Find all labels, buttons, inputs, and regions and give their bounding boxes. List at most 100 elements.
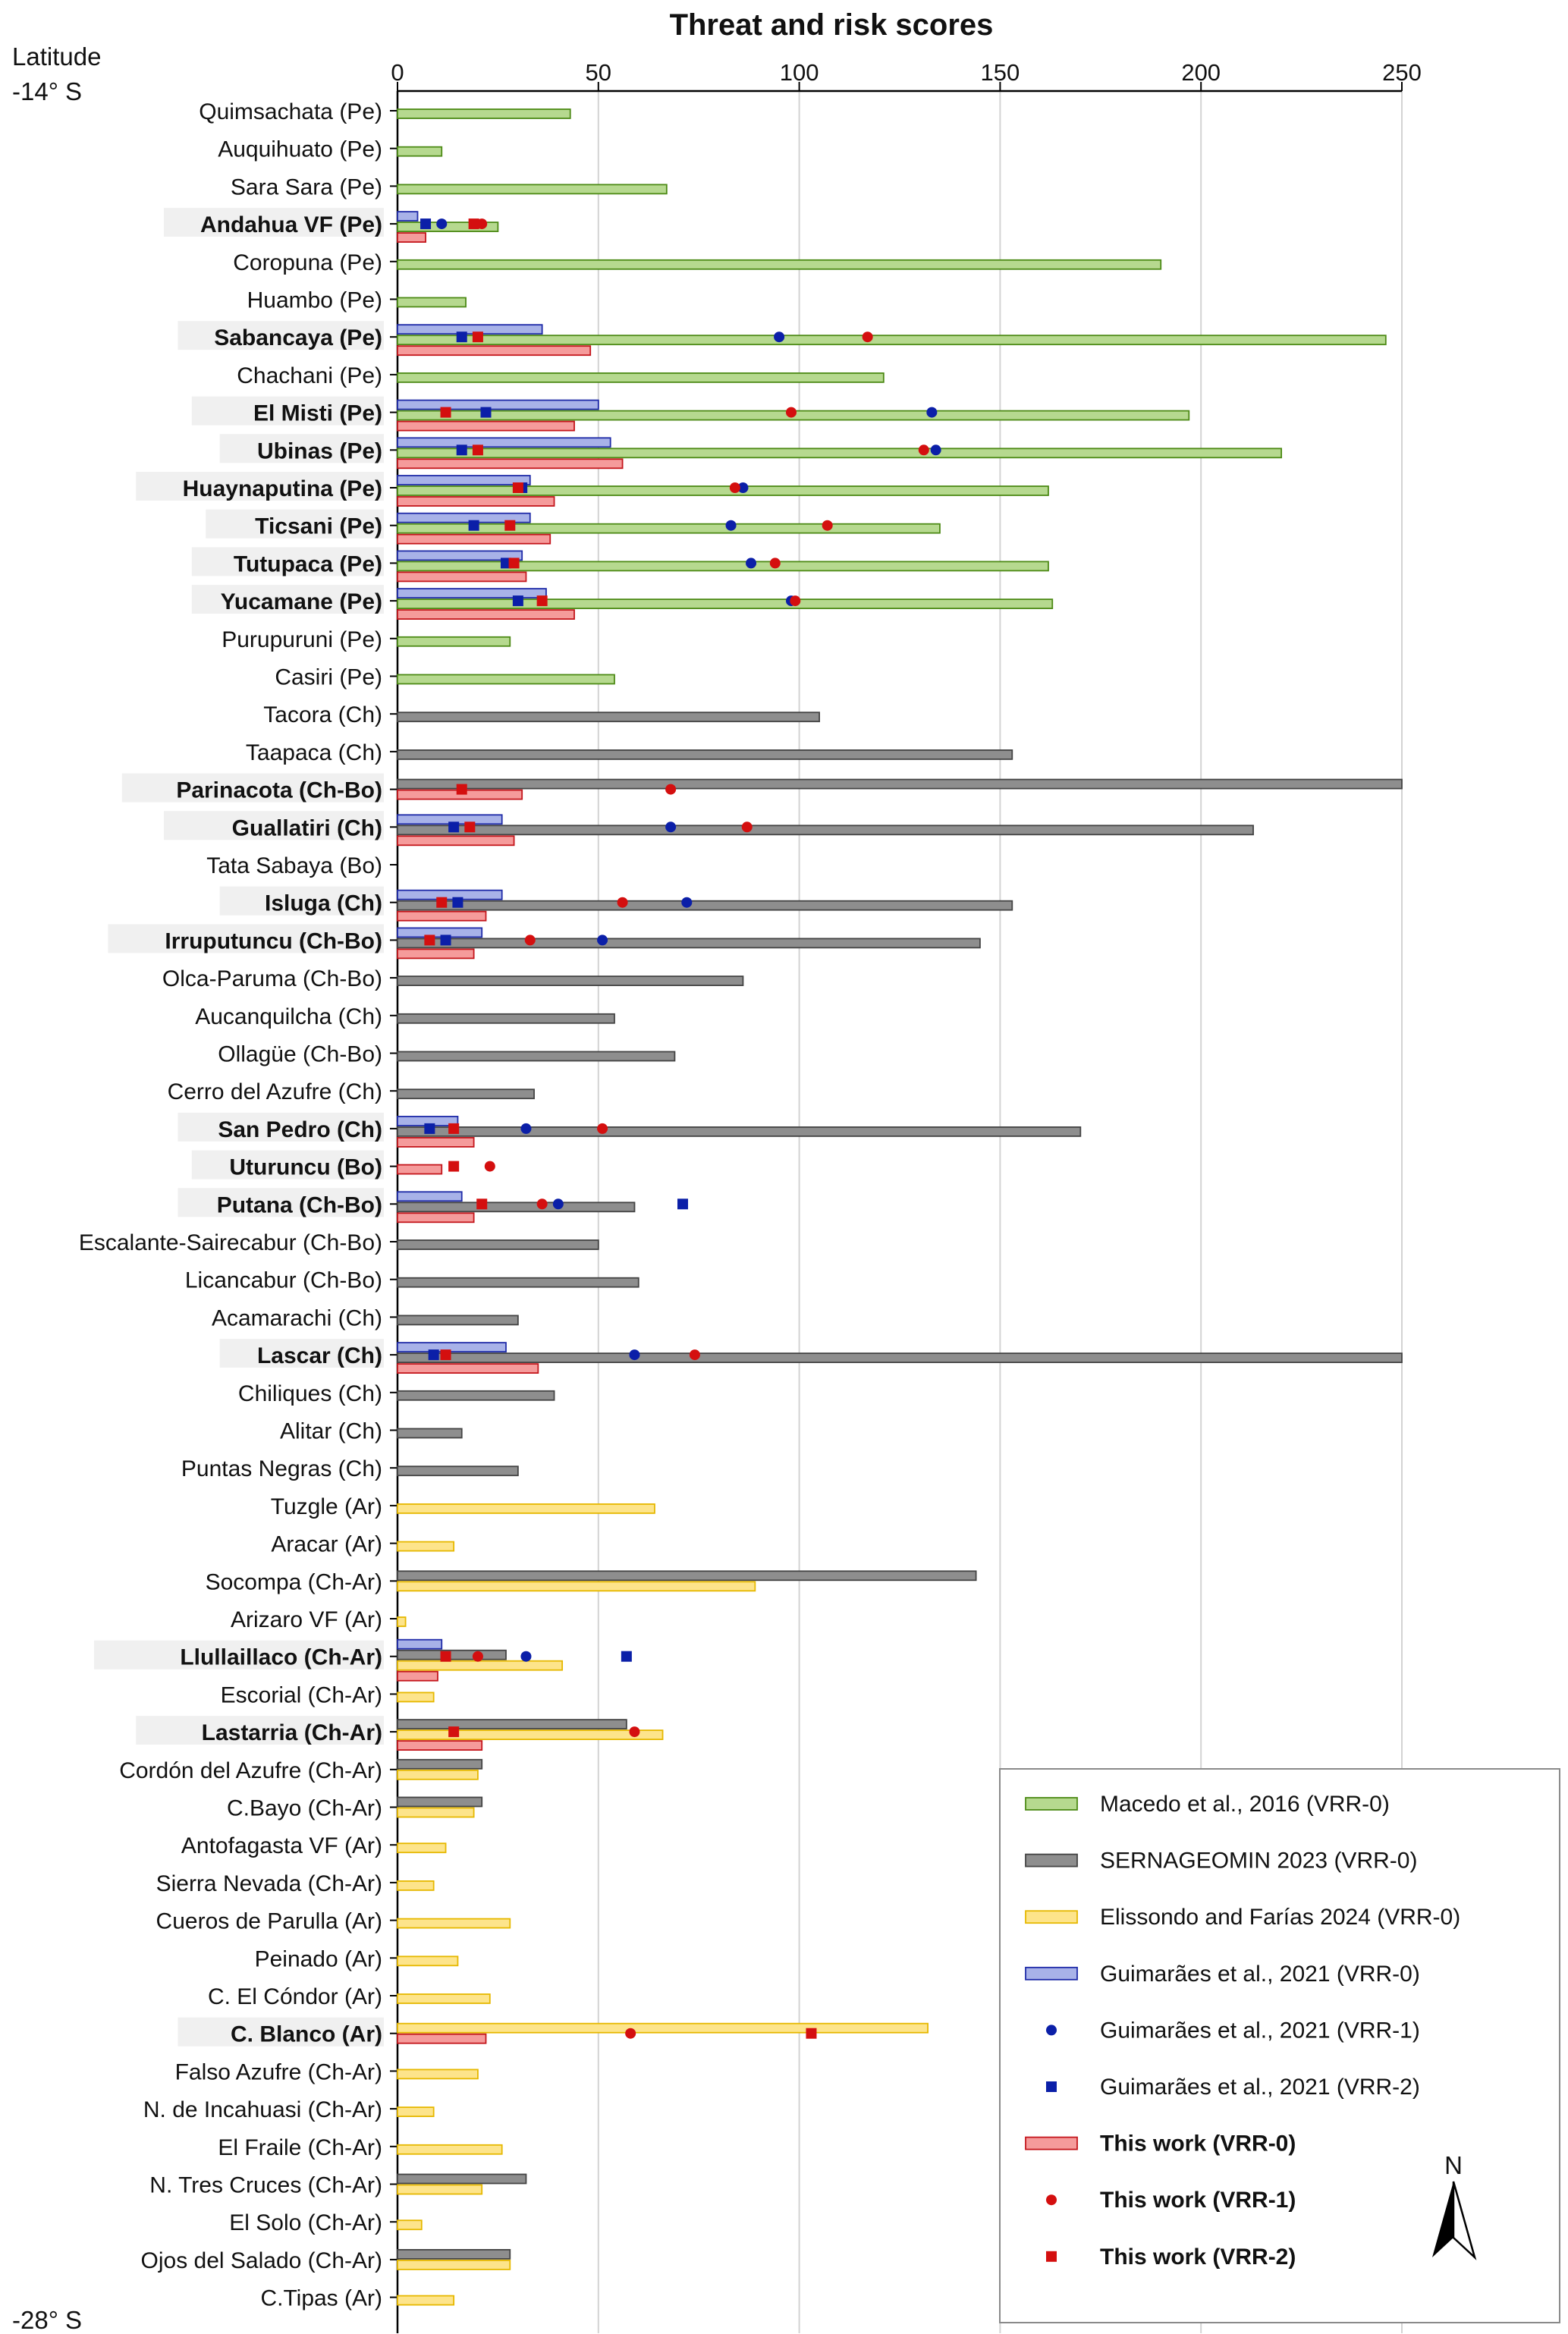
volcano-row: Lascar (Ch) [219, 1339, 1403, 1374]
bar-macedo [397, 108, 571, 119]
marker-this-work-vrr2 [440, 1651, 451, 1662]
marker-this-work-vrr1 [524, 935, 536, 946]
bar-elissondo [397, 1581, 756, 1592]
legend-label: Guimarães et al., 2021 (VRR-2) [1100, 2075, 1420, 2100]
marker-guimaraes-vrr2 [420, 218, 432, 230]
marker-this-work-vrr1 [741, 821, 753, 833]
volcano-label: Isluga (Ch) [265, 891, 382, 916]
volcano-label: Chiliques (Ch) [238, 1381, 382, 1406]
volcano-label: Ticsani (Pe) [255, 514, 382, 539]
legend-swatch [1025, 2136, 1078, 2150]
bar-sernageomin [397, 1239, 599, 1250]
legend-item: This work (VRR-1) [1046, 2188, 1296, 2213]
volcano-label: Sabancaya (Pe) [214, 325, 382, 350]
volcano-label: N. de Incahuasi (Ch-Ar) [143, 2097, 382, 2122]
volcano-label: Guallatiri (Ch) [232, 815, 382, 840]
marker-guimaraes-vrr1 [774, 331, 785, 343]
marker-guimaraes-vrr1 [926, 407, 938, 418]
legend: Macedo et al., 2016 (VRR-0) SERNAGEOMIN 2… [999, 1768, 1560, 2323]
volcano-row: El Solo (Ch-Ar) [229, 2210, 423, 2235]
north-arrow-icon [1432, 2182, 1453, 2257]
volcano-row: Tata Sabaya (Bo) [206, 853, 397, 878]
volcano-row: Huaynaputina (Pe) [136, 472, 1049, 507]
legend-label: Elissondo and Farías 2024 (VRR-0) [1100, 1905, 1460, 1930]
legend-item: Guimarães et al., 2021 (VRR-1) [1046, 2018, 1420, 2043]
bar-macedo [397, 485, 1049, 496]
bar-macedo [397, 636, 511, 647]
marker-this-work-vrr2 [464, 821, 476, 833]
marker-guimaraes-vrr2 [428, 1349, 439, 1361]
bar-guimaraes-vrr0 [397, 1342, 507, 1352]
marker-this-work-vrr2 [448, 1161, 460, 1172]
bar-elissondo [397, 1729, 664, 1741]
bar-macedo [397, 561, 1049, 572]
bar-sernageomin [397, 1051, 676, 1062]
marker-this-work-vrr2 [504, 520, 516, 531]
bar-this-work-vrr0 [397, 571, 527, 583]
north-arrow: N [1432, 2151, 1477, 2260]
volcano-row: Sara Sara (Pe) [231, 174, 668, 199]
volcano-label: Escorial (Ch-Ar) [221, 1682, 382, 1707]
marker-this-work-vrr2 [508, 558, 520, 569]
bar-sernageomin [397, 1088, 535, 1100]
label-highlight [136, 1716, 384, 1745]
marker-guimaraes-vrr1 [520, 1651, 532, 1662]
x-tick-label: 0 [391, 59, 404, 86]
bar-this-work-vrr0 [397, 1212, 475, 1224]
bar-guimaraes-vrr0 [397, 512, 531, 523]
bar-sernageomin [397, 778, 1403, 790]
volcano-label: Cerro del Azufre (Ch) [168, 1079, 382, 1104]
volcano-label: Chachani (Pe) [237, 363, 382, 388]
volcano-label: Andahua VF (Pe) [200, 212, 382, 237]
bar-sernageomin [397, 1719, 627, 1730]
chart-title: Threat and risk scores [670, 8, 994, 42]
legend-item: This work (VRR-2) [1046, 2244, 1296, 2270]
volcano-row: C. El Cóndor (Ar) [208, 1984, 491, 2009]
volcano-label: Llullaillaco (Ch-Ar) [180, 1645, 382, 1670]
latitude-bottom: -28° S [12, 2306, 82, 2334]
bar-sernageomin [397, 2248, 511, 2260]
marker-guimaraes-vrr2 [677, 1198, 689, 1210]
marker-this-work-vrr2 [440, 1349, 451, 1361]
bar-sernageomin [397, 938, 981, 949]
volcano-row: Ubinas (Pe) [219, 434, 1283, 470]
marker-guimaraes-vrr1 [681, 897, 693, 908]
legend-label: Guimarães et al., 2021 (VRR-1) [1100, 2018, 1420, 2043]
volcano-label: El Fraile (Ch-Ar) [218, 2135, 382, 2160]
label-highlight [108, 924, 384, 953]
latitude-label: Latitude [12, 42, 101, 71]
bar-elissondo [397, 1692, 435, 1703]
volcano-label: Falso Azufre (Ch-Ar) [175, 2059, 382, 2084]
marker-guimaraes-vrr2 [500, 558, 511, 569]
bar-guimaraes-vrr0 [397, 927, 483, 938]
volcano-label: Licancabur (Ch-Bo) [185, 1268, 382, 1293]
marker-guimaraes-vrr1 [597, 935, 608, 946]
marker-guimaraes-vrr2 [480, 407, 492, 418]
marker-guimaraes-vrr2 [468, 520, 479, 531]
bar-this-work-vrr0 [397, 345, 592, 357]
volcano-label: Peinado (Ar) [255, 1946, 382, 1971]
bar-this-work-vrr0 [397, 1740, 483, 1751]
bar-sernageomin [397, 1352, 1403, 1363]
label-highlight [178, 321, 384, 350]
bar-guimaraes-vrr0 [397, 475, 531, 485]
marker-guimaraes-vrr2 [424, 1123, 435, 1134]
label-highlight [219, 1339, 384, 1368]
legend-item: Macedo et al., 2016 (VRR-0) [1025, 1792, 1390, 1817]
volcano-label: Casiri (Pe) [275, 665, 382, 690]
volcano-row: Tutupaca (Pe) [191, 547, 1049, 583]
bar-macedo [397, 297, 467, 308]
bar-elissondo [397, 1807, 475, 1818]
bar-sernageomin [397, 1428, 463, 1439]
volcano-label: Acamarachi (Ch) [212, 1305, 382, 1330]
legend-item: This work (VRR-0) [1025, 2131, 1296, 2157]
volcano-row: Aracar (Ar) [271, 1532, 455, 1557]
volcano-label: Ollagüe (Ch-Bo) [218, 1042, 382, 1067]
volcano-row: Huambo (Pe) [247, 288, 467, 313]
marker-this-work-vrr1 [484, 1161, 495, 1172]
bar-sernageomin [397, 749, 1013, 760]
volcano-row: N. de Incahuasi (Ch-Ar) [143, 2097, 435, 2122]
bar-this-work-vrr0 [397, 232, 426, 243]
marker-this-work-vrr1 [918, 444, 929, 456]
